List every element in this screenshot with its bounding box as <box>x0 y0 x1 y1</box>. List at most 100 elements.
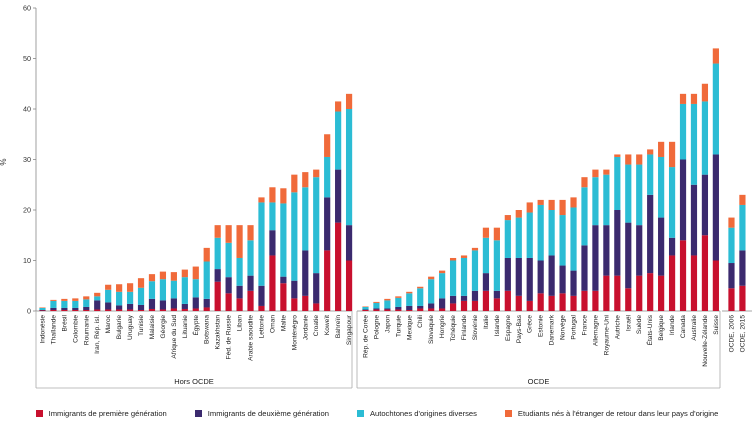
bar-japon-first-gen <box>384 309 391 311</box>
bar-liban-first-gen <box>236 298 243 311</box>
bar-pologne-second-gen <box>373 308 380 310</box>
bar-uruguay-first-gen <box>126 309 134 311</box>
group-label-hors-ocde: Hors OCDE <box>174 377 214 386</box>
bar-suisse-second-gen <box>712 154 719 261</box>
bar-royaume-uni-first-gen <box>603 275 610 311</box>
bar-islande-autochtones <box>493 240 500 291</box>
bar-lettonie-first-gen <box>258 305 265 311</box>
category-label-pays-bas: Pays-Bas <box>516 314 523 343</box>
bar-koweit-etudiants <box>324 134 331 157</box>
bar-colombie-autochtones <box>72 300 79 308</box>
bar-israel-first-gen <box>625 288 632 311</box>
bar-israel-etudiants <box>625 154 632 165</box>
category-label-lettonie: Lettonie <box>258 315 265 339</box>
legend-label-second-gen: Immigrants de deuxième génération <box>207 408 329 418</box>
bar-kazakhstan-autochtones <box>214 237 221 270</box>
bar-bahrein-first-gen <box>335 222 342 311</box>
bar-ocde-2015-etudiants <box>739 194 746 205</box>
bar-islande-etudiants <box>493 227 500 241</box>
category-label-allemagne: Allemagne <box>592 315 599 346</box>
bar-pays-bas-second-gen <box>515 257 522 296</box>
bar-autriche-etudiants <box>614 154 621 157</box>
category-label-ocde-2006: OCDE, 2006 <box>728 315 735 353</box>
bar-australie-first-gen <box>690 255 698 311</box>
bar-montenegro-autochtones <box>291 192 298 281</box>
bar-arabie-saoudite-first-gen <box>247 290 254 311</box>
category-label-turquie: Turquie <box>395 315 402 337</box>
bar-croatie-autochtones <box>313 177 320 274</box>
bar-norvege-first-gen <box>559 293 566 311</box>
bar-bresil-etudiants <box>61 298 68 301</box>
bar-australie-autochtones <box>690 103 698 185</box>
category-label-arabie-saoudite: Arabie saoudite <box>248 315 255 361</box>
bar-norvege-second-gen <box>559 265 566 294</box>
category-label-liban: Liban <box>237 315 244 331</box>
bar-canada-etudiants <box>679 93 687 104</box>
bar-lettonie-etudiants <box>258 197 265 203</box>
bar-oman-first-gen <box>269 255 276 311</box>
category-label-norvege: Norvège <box>560 315 567 340</box>
bar-maroc-second-gen <box>105 302 112 310</box>
bar-portugal-first-gen <box>570 295 577 311</box>
bar-pays-bas-autochtones <box>515 217 522 258</box>
bar-roumanie-autochtones <box>83 299 90 307</box>
bar-ocde-2006-etudiants <box>728 217 735 228</box>
bar-georgie-etudiants <box>159 271 167 280</box>
bar-etats-unis-first-gen <box>647 273 654 311</box>
category-label-irlande: Irlande <box>669 315 676 335</box>
legend-swatch-second-gen <box>194 409 202 417</box>
category-label-islande: Islande <box>494 315 501 337</box>
bar-tchequie-first-gen <box>449 303 457 311</box>
bar-suede-etudiants <box>636 154 643 165</box>
category-label-bulgarie: Bulgarie <box>116 315 123 340</box>
bar-irlande-second-gen <box>668 237 676 256</box>
bar-estonie-autochtones <box>537 204 544 261</box>
category-label-afrique-du-sud: Afrique du Sud <box>171 315 178 359</box>
bar-slovenie-autochtones <box>471 250 479 291</box>
bar-montenegro-etudiants <box>291 174 298 193</box>
y-tick-label: 30 <box>23 155 31 164</box>
bar-thailande-autochtones <box>50 300 57 308</box>
category-label-croatie: Croatie <box>313 315 320 337</box>
category-label-kazakhstan: Kazakhstan <box>215 315 222 350</box>
bar-indonesie-etudiants <box>39 307 46 308</box>
bar-iran-rep-isl-first-gen <box>94 309 101 311</box>
bar-mexique-autochtones <box>406 293 413 306</box>
bar-egypte-first-gen <box>192 308 199 311</box>
bar-suede-first-gen <box>636 275 643 311</box>
legend-item-second-gen: Immigrants de deuxième génération <box>194 408 329 418</box>
bar-nouvelle-zelande-autochtones <box>701 101 709 175</box>
legend-label-autochtones: Autochtones d'origines diverses <box>369 408 477 418</box>
bar-irlande-autochtones <box>668 167 676 238</box>
bar-irlande-etudiants <box>668 141 676 168</box>
bar-roumanie-etudiants <box>83 296 90 300</box>
bar-etats-unis-autochtones <box>647 154 654 195</box>
bar-hongrie-autochtones <box>439 273 446 299</box>
bar-allemagne-second-gen <box>592 225 599 291</box>
category-label-australie: Australie <box>691 315 698 341</box>
bar-jordanie-first-gen <box>302 295 309 311</box>
bar-finlande-first-gen <box>460 300 468 311</box>
bar-fed-de-russie-etudiants <box>225 225 232 243</box>
bar-lettonie-second-gen <box>258 285 265 306</box>
bar-etats-unis-second-gen <box>647 194 654 274</box>
bar-botswana-second-gen <box>203 298 210 308</box>
bar-bresil-first-gen <box>61 309 68 311</box>
bar-turquie-autochtones <box>395 297 402 307</box>
bar-espagne-second-gen <box>504 257 511 291</box>
bar-italie-second-gen <box>482 273 490 291</box>
bar-france-first-gen <box>581 290 588 311</box>
bar-bresil-autochtones <box>61 300 68 308</box>
bar-danemark-second-gen <box>548 255 555 296</box>
category-label-grece: Grèce <box>527 315 534 333</box>
category-label-georgie: Géorgie <box>160 315 167 339</box>
category-label-belgique: Belgique <box>658 315 665 341</box>
category-label-rep-de-coree: Rép. de Corée <box>362 315 369 358</box>
y-axis-label: % <box>0 158 8 165</box>
bar-japon-second-gen <box>384 308 391 310</box>
legend-swatch-first-gen <box>35 409 43 417</box>
category-label-jordanie: Jordanie <box>302 315 309 341</box>
bar-ocde-2006-first-gen <box>728 288 735 311</box>
category-label-indonesie: Indonésie <box>39 315 46 344</box>
bar-tunisie-first-gen <box>137 309 145 311</box>
